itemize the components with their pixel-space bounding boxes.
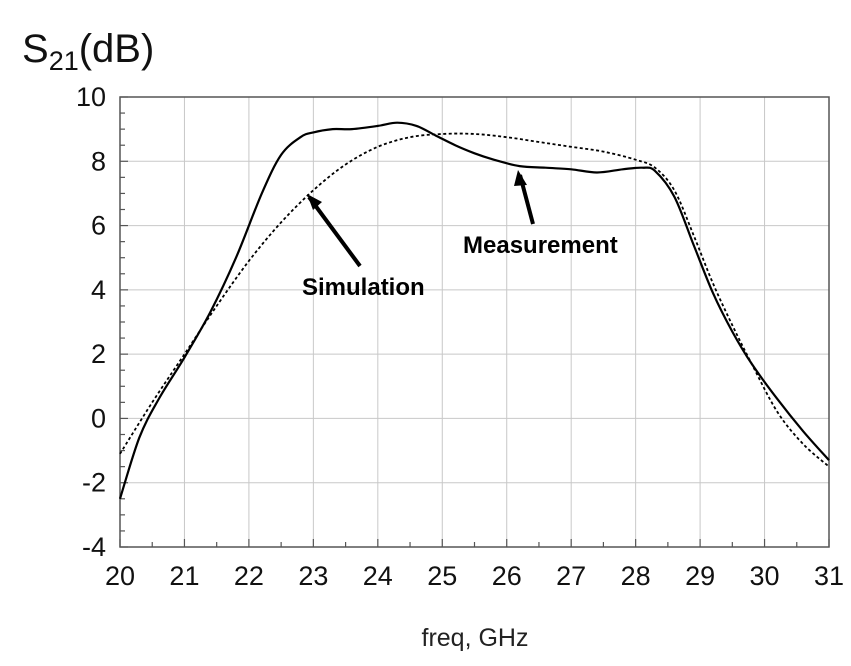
x-tick-label: 21 <box>169 561 199 591</box>
x-axis-label: freq, GHz <box>422 624 529 652</box>
annotation-layer: Simulation Measurement <box>302 170 618 301</box>
y-axis-label-subscript: 21 <box>49 46 79 76</box>
x-tick-label: 20 <box>105 561 135 591</box>
plot-frame <box>119 96 830 548</box>
series-measurement-line <box>118 121 830 500</box>
y-tick-label: 0 <box>91 403 106 433</box>
y-axis-label: S21(dB) <box>22 27 154 76</box>
y-axis-label-prefix: S <box>22 27 49 71</box>
y-tick-label: 10 <box>76 82 106 112</box>
y-tick-label: 4 <box>91 275 106 305</box>
x-tick-label: 27 <box>556 561 586 591</box>
y-tick-label: -2 <box>82 468 106 498</box>
series-simulation-line <box>119 132 830 468</box>
series-layer <box>118 121 830 500</box>
simulation-annotation: Simulation <box>302 274 425 301</box>
measurement-arrowhead <box>514 170 527 186</box>
measurement-annotation: Measurement <box>463 232 618 259</box>
x-tick-label: 29 <box>685 561 715 591</box>
tickmark-layer <box>119 96 830 548</box>
grid-layer <box>119 96 830 548</box>
x-tick-label: 26 <box>492 561 522 591</box>
y-tick-label: 2 <box>91 339 106 369</box>
y-tick-label: 6 <box>91 211 106 241</box>
y-tick-label: -4 <box>82 532 106 562</box>
x-tick-label: 25 <box>427 561 457 591</box>
y-axis-label-suffix: (dB) <box>79 27 155 71</box>
x-tick-label: 28 <box>621 561 651 591</box>
x-tick-label: 24 <box>363 561 393 591</box>
simulation-arrowhead <box>307 194 322 210</box>
x-tick-label: 31 <box>814 561 844 591</box>
x-tick-label: 30 <box>750 561 780 591</box>
x-tick-label: 22 <box>234 561 264 591</box>
y-tick-label: 8 <box>91 146 106 176</box>
x-tick-label: 23 <box>298 561 328 591</box>
simulation-arrow <box>307 195 362 268</box>
